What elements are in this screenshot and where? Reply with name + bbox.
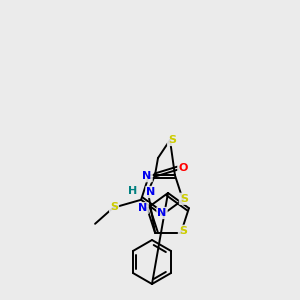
Text: S: S	[180, 194, 188, 204]
Text: N: N	[146, 187, 156, 197]
Text: H: H	[128, 186, 138, 196]
Text: S: S	[168, 135, 176, 145]
Text: S: S	[179, 226, 187, 236]
Text: N: N	[142, 171, 152, 181]
Text: N: N	[158, 208, 166, 218]
Text: O: O	[178, 163, 188, 173]
Text: N: N	[139, 203, 148, 213]
Text: S: S	[110, 202, 118, 212]
